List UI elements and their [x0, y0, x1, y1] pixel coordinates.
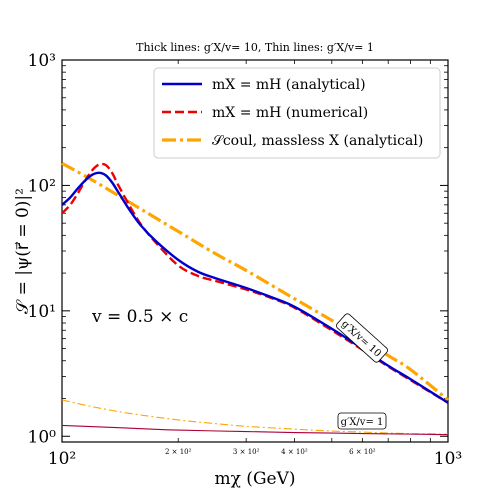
series-line-0 [61, 171, 449, 404]
series-line-3 [61, 399, 449, 435]
velocity-annotation: v = 0.5 × c [91, 307, 188, 327]
x-minor-tick-label: 4 × 10² [281, 448, 308, 456]
axis-ticks: 10² 10³ 2 × 10² 3 × 10² 4 × 10² 6 × 10² 10⁰ 10¹… [28, 51, 463, 469]
x-minor-tick-label: 3 × 10² [233, 448, 260, 456]
x-minor-tick-label: 2 × 10² [165, 448, 192, 456]
y-axis-title: 𝒮 = |ψ(r⃗ = 0)|² [13, 188, 33, 314]
chart-title: Thick lines: g′X/v= 10, Thin lines: g′X/… [136, 41, 374, 54]
x-tick-label: 10² [48, 449, 76, 469]
x-minor-tick-label: 6 × 10² [349, 448, 376, 456]
legend-frame [153, 67, 441, 159]
y-tick-label: 10¹ [28, 302, 56, 322]
legend: mX = mH (analytical) mX = mH (numerical) 𝒮… [153, 67, 441, 159]
box-label-thin-text: g′X/v= 1 [341, 417, 384, 428]
legend-label-2: 𝒮coul, massless X (analytical) [212, 133, 423, 149]
y-tick-label: 10³ [28, 51, 56, 71]
box-label-thin: g′X/v= 1 [337, 412, 387, 430]
series-layer [61, 161, 450, 436]
x-tick-label: 10³ [434, 449, 462, 469]
y-tick-label: 10² [28, 176, 56, 196]
x-axis-title: mχ (GeV) [214, 469, 295, 489]
series-line-2 [61, 161, 450, 402]
series-line-4 [61, 424, 449, 436]
legend-label-0: mX = mH (analytical) [212, 77, 366, 93]
title-text: Thick lines: g′X/v= 10, Thin lines: g′X/… [136, 41, 374, 54]
legend-label-1: mX = mH (numerical) [212, 105, 368, 121]
y-tick-label: 10⁰ [28, 427, 57, 447]
